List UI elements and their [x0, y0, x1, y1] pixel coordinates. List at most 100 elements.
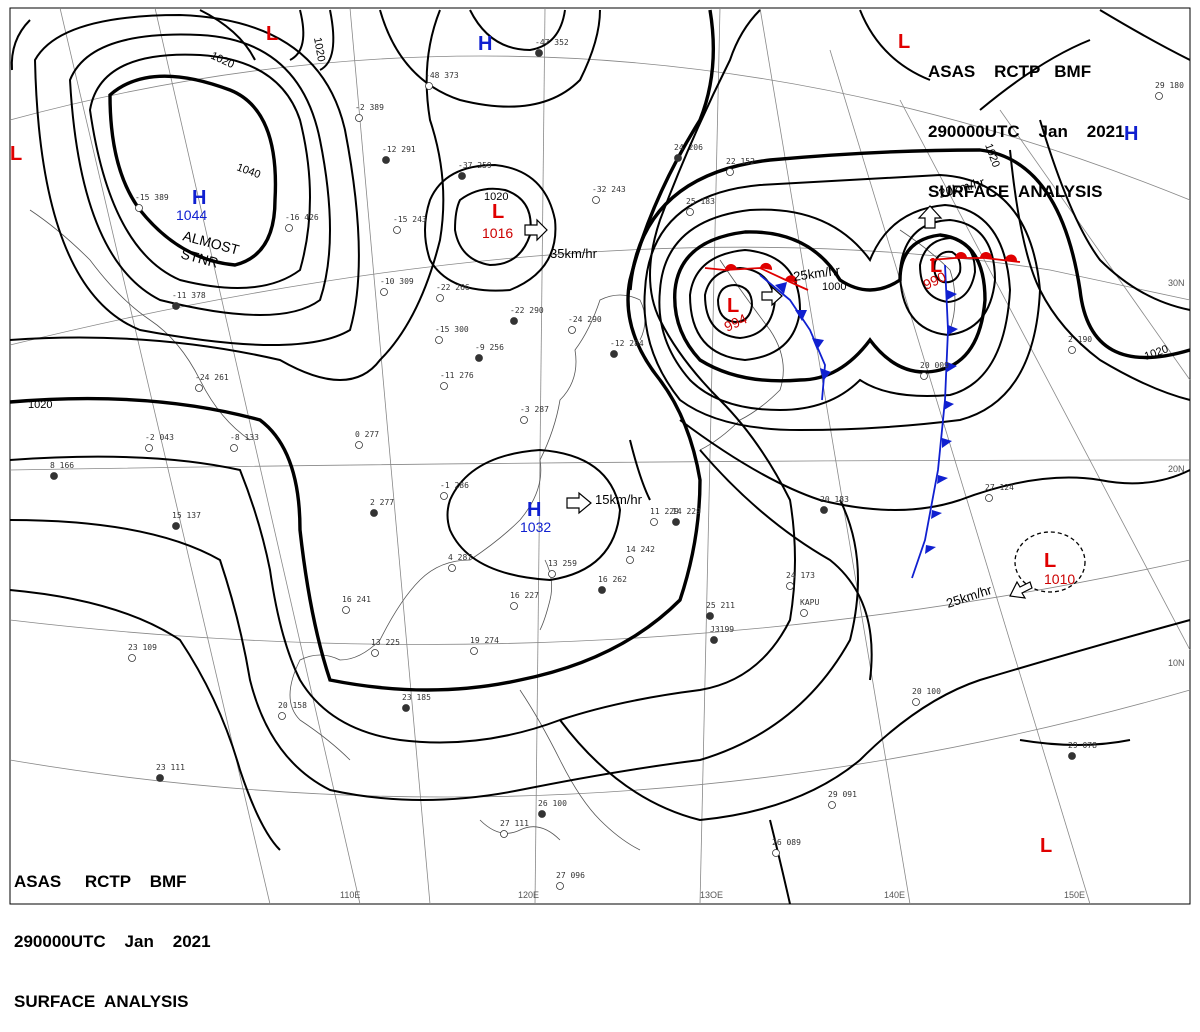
station-marker — [393, 226, 401, 234]
pressure-value: 1010 — [1044, 571, 1075, 587]
isobar-label: 1020 — [1143, 343, 1170, 363]
station-label: 29 091 — [828, 790, 857, 799]
station-label: KAPU — [800, 598, 819, 607]
station-label: -1 286 — [440, 481, 469, 490]
station-marker — [920, 372, 928, 380]
longitude-label: 120E — [518, 890, 539, 900]
fronts — [704, 252, 1021, 579]
low-symbol: L — [727, 295, 739, 317]
station-label: -12 284 — [610, 339, 644, 348]
header-line: ASAS RCTP BMF — [928, 62, 1092, 81]
station-label: 20 100 — [912, 687, 941, 696]
station-plots: -47 352 -48 373 -2 389 -37 259 -15 243 -32 24… — [50, 38, 1184, 890]
high-symbol: H — [478, 33, 492, 55]
station-label: -8 133 — [230, 433, 259, 442]
low-symbol: L — [898, 31, 910, 53]
station-label: -2 043 — [145, 433, 174, 442]
station-marker — [156, 774, 164, 782]
station-marker — [371, 649, 379, 657]
station-marker — [800, 609, 808, 617]
station-label: 13 225 — [371, 638, 400, 647]
high-symbol: H — [192, 187, 206, 209]
pressure-value: 994 — [722, 310, 750, 334]
header-top: ASAS RCTP BMF 290000UTC Jan 2021 SURFACE… — [928, 22, 1125, 222]
station-label: -47 352 — [535, 38, 569, 47]
station-label: 24 173 — [786, 571, 815, 580]
station-label: 27 096 — [556, 871, 585, 880]
graticule-labels: 110E 120E 13OE 140E 150E 30N 20N 10N — [340, 278, 1185, 900]
station-marker — [230, 444, 238, 452]
station-marker — [1068, 752, 1076, 760]
longitude-label: 150E — [1064, 890, 1085, 900]
station-marker — [786, 582, 794, 590]
isobar-label: 1000 — [822, 281, 846, 293]
station-marker — [135, 204, 143, 212]
station-marker — [380, 288, 388, 296]
low-symbol: L — [10, 143, 22, 165]
station-label: 24 206 — [674, 143, 703, 152]
station-marker — [195, 384, 203, 392]
station-marker — [172, 522, 180, 530]
station-label: -22 290 — [510, 306, 544, 315]
station-label: 11 229 — [650, 507, 679, 516]
station-label: 27 111 — [500, 819, 529, 828]
latitude-label: 20N — [1168, 464, 1185, 474]
station-label: 26 089 — [772, 838, 801, 847]
station-marker — [568, 326, 576, 334]
station-label: 16 241 — [342, 595, 371, 604]
high-symbol: H — [527, 499, 541, 521]
station-label: 25 183 — [686, 197, 715, 206]
station-marker — [402, 704, 410, 712]
station-label: -11 276 — [440, 371, 474, 380]
station-label: 23 111 — [156, 763, 185, 772]
header-line: SURFACE ANALYSIS — [928, 182, 1103, 201]
station-label: -15 300 — [435, 325, 469, 334]
station-label: -32 243 — [592, 185, 626, 194]
station-label: -10 309 — [380, 277, 414, 286]
isobar-label: 1020 — [209, 50, 236, 71]
station-label: -9 256 — [475, 343, 504, 352]
station-label: 20 158 — [278, 701, 307, 710]
station-marker — [436, 294, 444, 302]
isobar-label: 1020 — [484, 191, 508, 203]
station-label: 23 185 — [402, 693, 431, 702]
station-label: 14 242 — [626, 545, 655, 554]
station-label: 2 277 — [370, 498, 394, 507]
station-label: 4 287 — [448, 553, 472, 562]
station-marker — [598, 586, 606, 594]
station-label: 22 152 — [726, 157, 755, 166]
longitude-label: 140E — [884, 890, 905, 900]
station-label: -37 259 — [458, 161, 492, 170]
low-symbol: L — [1044, 550, 1056, 572]
station-label: J3199 — [710, 625, 734, 634]
station-marker — [382, 156, 390, 164]
station-marker — [710, 636, 718, 644]
station-marker — [772, 849, 780, 857]
station-marker — [548, 570, 556, 578]
high-symbol: H — [1124, 123, 1138, 145]
longitude-label: 110E — [340, 890, 360, 900]
station-marker — [278, 712, 286, 720]
pressure-value: 1044 — [176, 207, 207, 223]
station-marker — [556, 882, 564, 890]
station-marker — [500, 830, 508, 838]
station-marker — [820, 506, 828, 514]
station-marker — [145, 444, 153, 452]
station-marker — [342, 606, 350, 614]
motion-arrows — [524, 205, 1033, 599]
station-label: -15 243 — [393, 215, 427, 224]
station-marker — [172, 302, 180, 310]
station-marker — [370, 509, 378, 517]
station-marker — [1068, 346, 1076, 354]
station-label: -22 266 — [436, 283, 470, 292]
station-marker — [285, 224, 293, 232]
station-label: 20 009 — [920, 361, 949, 370]
station-marker — [510, 602, 518, 610]
weather-map: 1020 1020 1040 1020 1020 1000 1020 1020 … — [9, 7, 1191, 905]
station-label: 13 259 — [548, 559, 577, 568]
station-label: -15 389 — [135, 193, 169, 202]
isobar-label: 1040 — [235, 162, 262, 182]
isobar-label: 1020 — [311, 36, 327, 62]
station-marker — [470, 647, 478, 655]
low-symbol: L — [930, 255, 942, 277]
